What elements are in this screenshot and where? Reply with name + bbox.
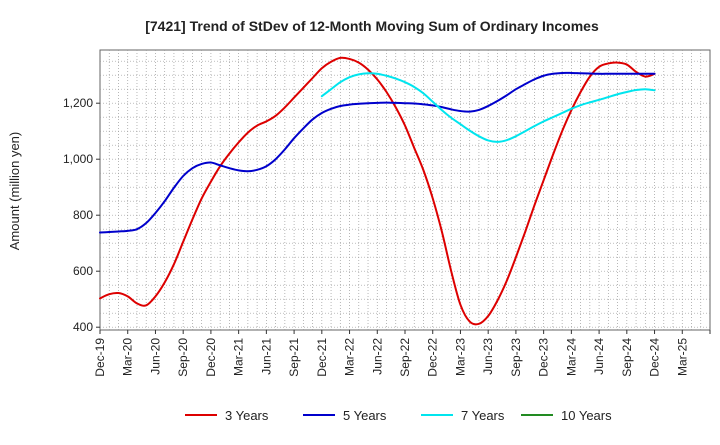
x-tick-label: Mar-20 (121, 338, 135, 376)
series-lines (99, 56, 656, 326)
y-axis-label: Amount (million yen) (7, 132, 22, 251)
x-tick-label: Mar-22 (343, 338, 357, 376)
y-tick-label: 800 (73, 208, 93, 222)
chart-title: [7421] Trend of StDev of 12-Month Moving… (145, 18, 599, 34)
x-tick-label: Sep-22 (398, 338, 412, 377)
x-tick-label: Dec-20 (204, 338, 218, 377)
series-line-7-years (320, 72, 656, 143)
x-tick-label: Dec-22 (426, 338, 440, 377)
x-tick-label: Mar-24 (564, 338, 578, 376)
x-tick-label: Mar-23 (453, 338, 467, 376)
x-tick-label: Jun-24 (592, 338, 606, 375)
x-tick-label: Sep-24 (620, 338, 634, 377)
legend: 3 Years 5 Years 7 Years 10 Years (185, 408, 612, 423)
x-tick-label: Jun-21 (259, 338, 273, 375)
y-tick-label: 1,000 (63, 152, 93, 166)
legend-label-10-years: 10 Years (561, 408, 612, 423)
x-tick-label: Sep-21 (287, 338, 301, 377)
series-line-3-years (99, 56, 656, 326)
x-tick-label: Dec-24 (648, 338, 662, 377)
x-tick-label: Dec-19 (93, 338, 107, 377)
legend-label-7-years: 7 Years (461, 408, 505, 423)
y-tick-label: 400 (73, 320, 93, 334)
x-tick-label: Jun-22 (370, 338, 384, 375)
y-tick-labels: 400 600 800 1,000 1,200 (63, 96, 100, 334)
x-tick-label: Sep-23 (509, 338, 523, 377)
x-tick-label: Dec-21 (315, 338, 329, 377)
x-tick-label: Jun-20 (148, 338, 162, 375)
x-tick-label: Mar-21 (232, 338, 246, 376)
x-tick-label: Jun-23 (481, 338, 495, 375)
x-tick-labels: Dec-19 Mar-20 Jun-20 Sep-20 Dec-20 Mar-21 Jun-… (93, 330, 711, 377)
x-tick-label: Sep-20 (176, 338, 190, 377)
legend-label-5-years: 5 Years (343, 408, 387, 423)
x-tick-label: Mar-25 (675, 338, 689, 376)
legend-label-3-years: 3 Years (225, 408, 269, 423)
x-tick-label: Dec-23 (537, 338, 551, 377)
y-tick-label: 600 (73, 264, 93, 278)
y-tick-label: 1,200 (63, 96, 93, 110)
series-line-5-years (99, 71, 656, 234)
